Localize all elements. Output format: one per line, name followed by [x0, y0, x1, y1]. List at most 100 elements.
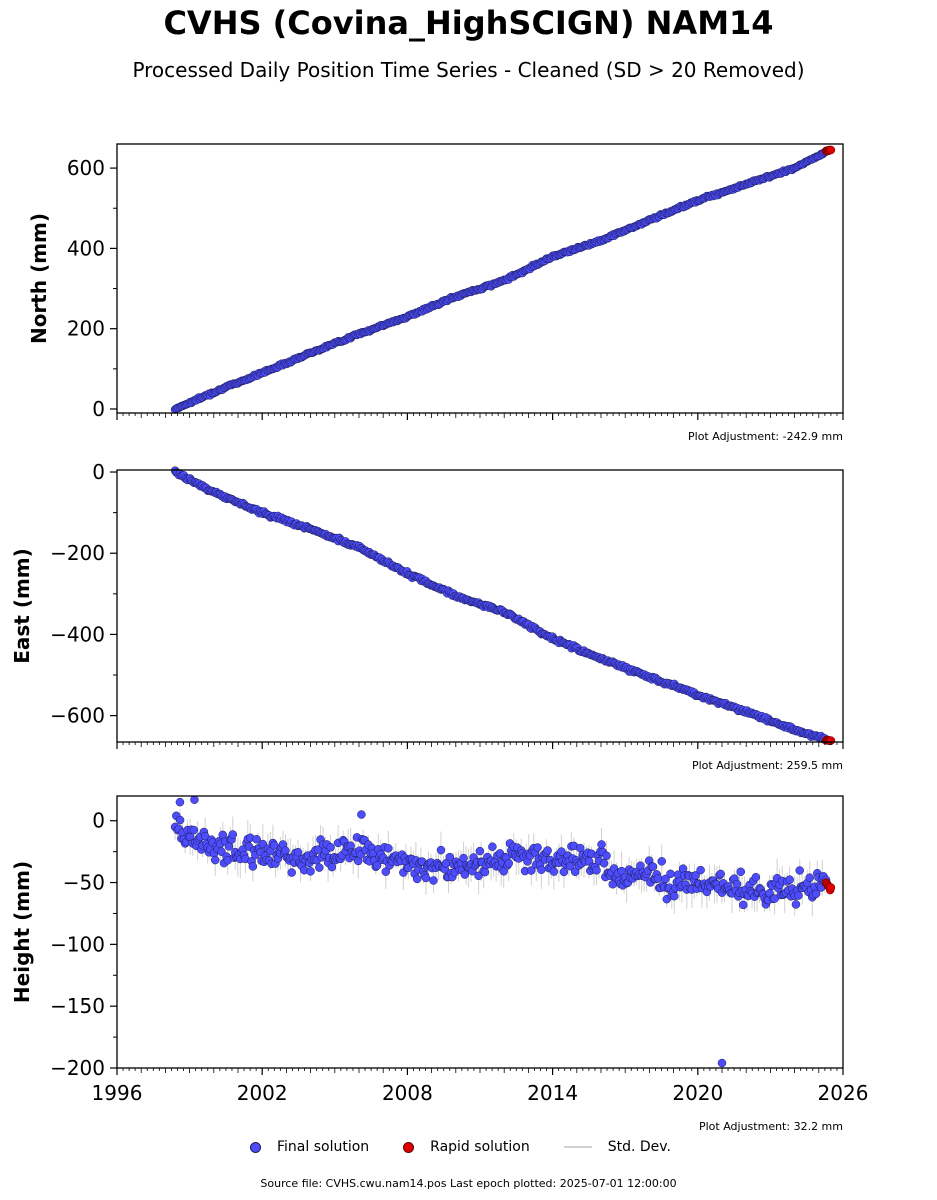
y-tick-label: −100	[50, 932, 105, 956]
final-solution-point	[436, 845, 446, 855]
final-solution-point	[445, 852, 455, 862]
final-solution-point	[175, 815, 185, 825]
final-solution-point	[648, 862, 658, 871]
std-dev-line-icon	[563, 1146, 592, 1148]
final-solution-point	[678, 864, 688, 873]
rapid-solution-point	[826, 145, 836, 155]
final-solution-point	[592, 866, 601, 875]
final-solution-point	[381, 867, 391, 876]
final-solution-point	[557, 847, 566, 856]
y-tick-label: 0	[92, 397, 105, 421]
final-solution-point	[716, 869, 725, 879]
rapid-solution-point	[826, 883, 836, 892]
y-tick-label: 400	[67, 236, 105, 260]
final-solution-point	[228, 830, 238, 839]
final-solution-point	[657, 857, 666, 866]
legend-std-label: Std. Dev.	[607, 1139, 671, 1155]
x-tick-label: 1996	[92, 1081, 143, 1105]
final-solution-point	[504, 859, 513, 868]
y-tick-label: 200	[67, 317, 105, 341]
final-solution-marker-icon	[250, 1141, 261, 1153]
y-tick-label: 0	[92, 809, 105, 833]
final-solution-point	[537, 865, 546, 875]
final-solution-point	[480, 867, 490, 877]
final-solution-point	[372, 861, 382, 870]
final-solution-point	[696, 865, 705, 875]
final-solution-point	[785, 875, 794, 884]
y-axis-label: Height (mm)	[10, 861, 34, 1003]
rapid-solution-marker-icon	[403, 1141, 415, 1153]
final-solution-point	[429, 876, 438, 885]
y-tick-label: −150	[50, 994, 105, 1018]
final-solution-point	[412, 874, 422, 884]
chart-subtitle: Processed Daily Position Time Series - C…	[132, 58, 805, 82]
final-solution-point	[794, 891, 803, 900]
final-solution-point	[459, 853, 468, 863]
final-solution-outlier-point	[717, 1058, 727, 1068]
final-solution-point	[475, 846, 485, 856]
final-solution-point	[533, 843, 542, 852]
x-tick-label: 2014	[527, 1081, 578, 1105]
y-tick-label: −200	[50, 541, 105, 565]
final-solution-point	[549, 867, 559, 876]
final-solution-point	[691, 871, 700, 880]
final-solution-point	[384, 844, 393, 853]
final-solution-point	[287, 868, 296, 877]
final-solution-point	[306, 867, 315, 876]
final-solution-point	[670, 891, 679, 901]
y-tick-label: −200	[50, 1056, 105, 1080]
y-tick-label: −600	[50, 704, 105, 728]
y-axis-label: East (mm)	[10, 548, 34, 664]
legend-item-rapid: Rapid solution	[403, 1139, 530, 1155]
final-solution-point	[661, 874, 670, 884]
plot-adjustment-label: Plot Adjustment: -242.9 mm	[688, 430, 843, 443]
plot-adjustment-label: Plot Adjustment: 32.2 mm	[699, 1120, 843, 1133]
final-solution-point	[565, 861, 575, 871]
final-solution-point	[248, 862, 258, 871]
final-solution-outlier-point	[175, 797, 185, 807]
final-solution-point	[739, 900, 748, 910]
final-solution-point	[460, 870, 470, 879]
final-solution-point	[421, 873, 431, 883]
y-tick-label: 0	[92, 460, 105, 484]
final-solution-point	[602, 851, 611, 860]
source-footer: Source file: CVHS.cwu.nam14.pos Last epo…	[260, 1177, 677, 1190]
final-solution-point	[543, 846, 552, 855]
final-solution-point	[751, 872, 761, 882]
legend-final-label: Final solution	[277, 1139, 370, 1155]
final-solution-point	[570, 867, 580, 877]
final-solution-point	[732, 879, 742, 889]
final-solution-point	[599, 859, 609, 868]
final-solution-outlier-point	[357, 810, 366, 819]
chart-title: CVHS (Covina_HighSCIGN) NAM14	[163, 4, 774, 42]
final-solution-point	[559, 867, 569, 877]
final-solution-point	[805, 873, 815, 882]
final-solution-point	[653, 874, 663, 883]
x-tick-label: 2008	[382, 1081, 433, 1105]
x-tick-label: 2026	[818, 1081, 869, 1105]
final-solution-point	[791, 900, 801, 909]
final-solution-point	[326, 843, 335, 852]
final-solution-point	[252, 835, 261, 844]
final-solution-point	[770, 894, 779, 903]
legend-item-final: Final solution	[250, 1139, 369, 1155]
final-solution-point	[666, 869, 675, 879]
final-solution-point	[293, 847, 303, 857]
y-tick-label: −400	[50, 622, 105, 646]
x-tick-label: 2002	[237, 1081, 288, 1105]
y-tick-label: −50	[63, 871, 105, 895]
final-solution-point	[795, 866, 804, 875]
final-solution-point	[269, 841, 279, 850]
legend: Final solution Rapid solution Std. Dev.	[250, 1136, 705, 1158]
final-solution-point	[189, 825, 199, 835]
final-solution-point	[811, 889, 821, 899]
legend-rapid-label: Rapid solution	[430, 1139, 530, 1155]
x-tick-label: 2020	[672, 1081, 723, 1105]
final-solution-point	[736, 867, 746, 877]
final-solution-point	[488, 842, 497, 851]
final-solution-point	[210, 855, 220, 865]
final-solution-point	[315, 863, 324, 872]
final-solution-point	[527, 866, 536, 875]
final-solution-point	[597, 840, 606, 849]
